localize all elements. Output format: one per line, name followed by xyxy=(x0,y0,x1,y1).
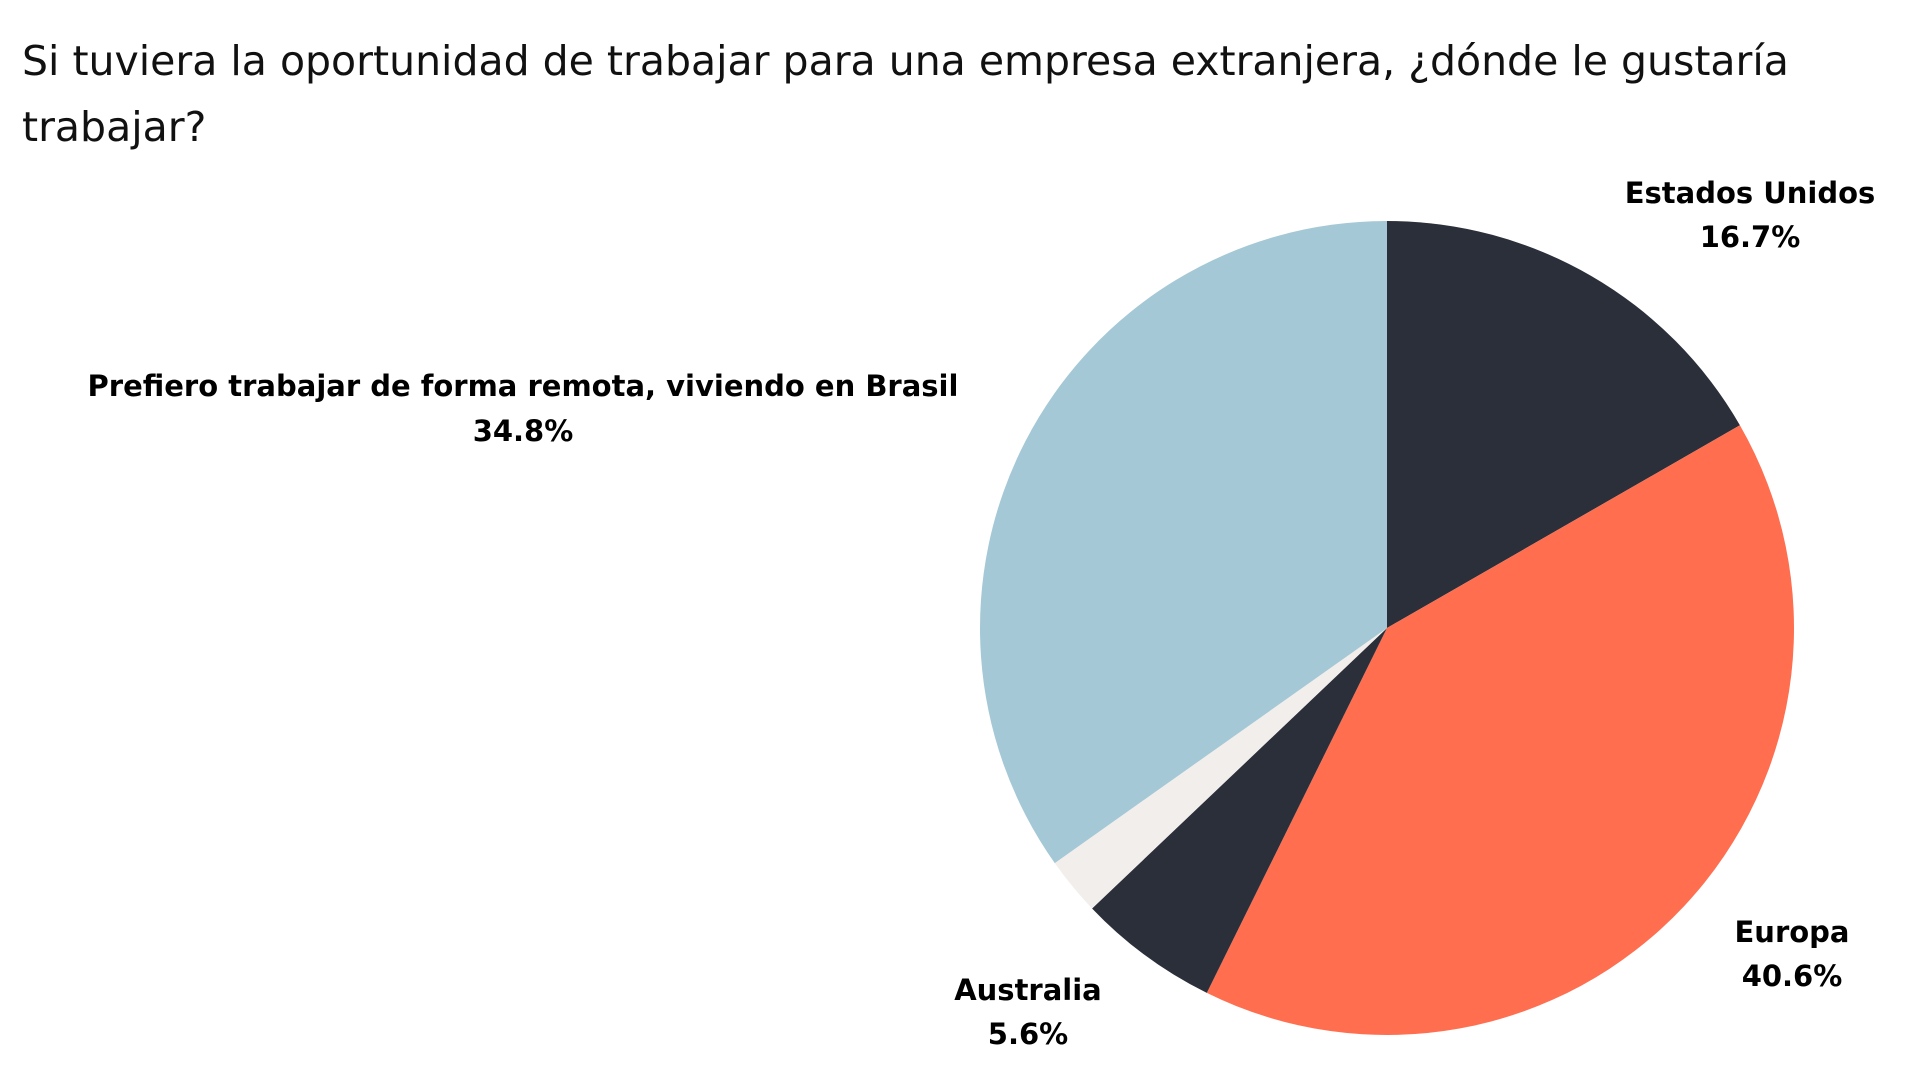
slice-percent-europa: 40.6% xyxy=(1742,959,1843,993)
slice-labels: Estados Unidos 16.7% Europa 40.6% Australia 5… xyxy=(88,176,1876,1051)
pie-slice-europa xyxy=(1206,425,1795,1036)
slice-label-prefiero-trabajar-de: Prefiero trabajar de forma remota, vivie… xyxy=(88,369,959,403)
slice-percent-prefiero-trabajar-de: 34.8% xyxy=(473,414,574,448)
pie-slice-estados-unidos xyxy=(1387,221,1740,628)
slice-percent-estados-unidos: 16.7% xyxy=(1700,220,1801,254)
pie-slice-prefiero-trabajar-de xyxy=(979,221,1387,864)
pie-slices xyxy=(979,221,1795,1036)
pie-slice-australia xyxy=(1092,628,1387,993)
slice-percent-australia: 5.6% xyxy=(988,1017,1068,1051)
slice-label-estados-unidos: Estados Unidos xyxy=(1625,176,1876,210)
pie-slice-unlabeled-3 xyxy=(1054,628,1387,909)
slice-label-australia: Australia xyxy=(954,973,1102,1007)
slice-label-europa: Europa xyxy=(1734,915,1849,949)
chart-title: Si tuviera la oportunidad de trabajar pa… xyxy=(22,37,1789,151)
